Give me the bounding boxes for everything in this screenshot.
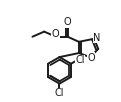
Text: Cl: Cl	[75, 55, 85, 65]
Text: N: N	[93, 33, 100, 43]
Text: O: O	[87, 53, 95, 63]
Text: Cl: Cl	[54, 88, 64, 98]
Text: O: O	[52, 29, 59, 39]
Text: O: O	[64, 17, 72, 27]
